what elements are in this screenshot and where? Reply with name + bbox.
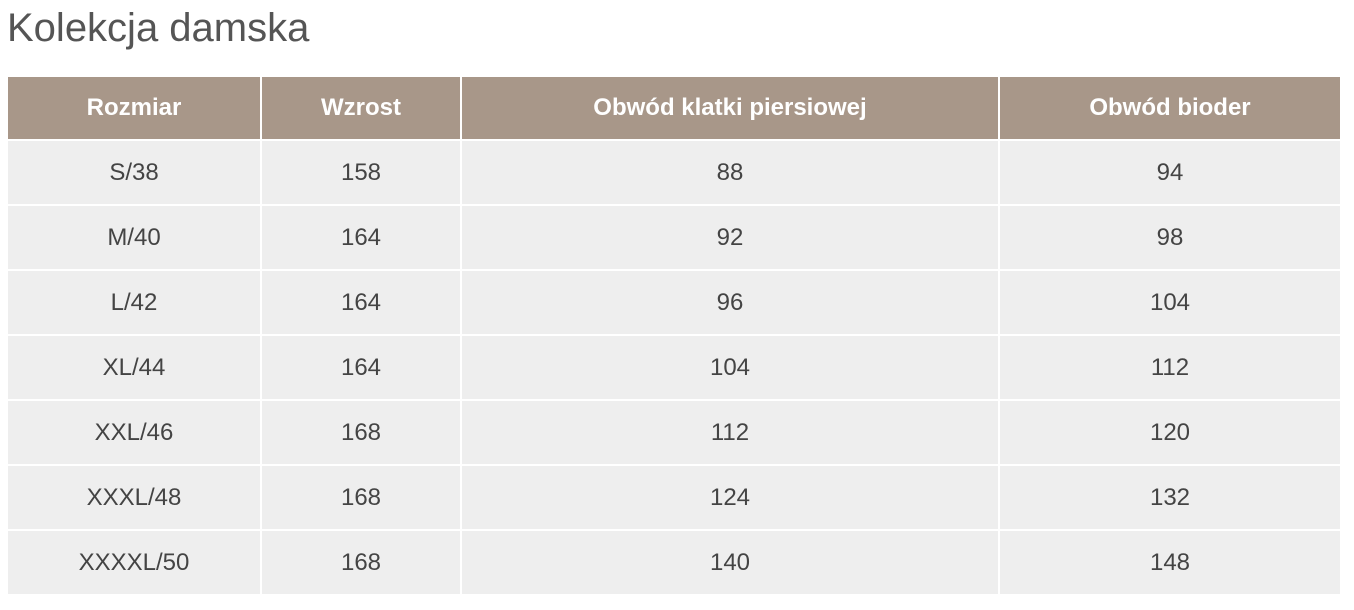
size-table: Rozmiar Wzrost Obwód klatki piersiowej O… <box>6 75 1342 596</box>
table-cell: XXXXL/50 <box>6 529 262 596</box>
header-cell: Rozmiar <box>6 75 262 141</box>
table-cell: 140 <box>460 529 1000 596</box>
table-row: XXXL/48 168 124 132 <box>6 464 1342 531</box>
table-cell: 88 <box>460 139 1000 206</box>
table-cell: 124 <box>460 464 1000 531</box>
table-cell: XXXL/48 <box>6 464 262 531</box>
table-cell: L/42 <box>6 269 262 336</box>
table-row: XXXXL/50 168 140 148 <box>6 529 1342 596</box>
table-cell: 148 <box>998 529 1342 596</box>
table-row: S/38 158 88 94 <box>6 139 1342 206</box>
table-cell: 98 <box>998 204 1342 271</box>
table-cell: 104 <box>998 269 1342 336</box>
table-cell: 112 <box>460 399 1000 466</box>
table-cell: 158 <box>260 139 462 206</box>
header-cell: Wzrost <box>260 75 462 141</box>
table-cell: 104 <box>460 334 1000 401</box>
header-cell: Obwód bioder <box>998 75 1342 141</box>
table-cell: 164 <box>260 334 462 401</box>
table-row: M/40 164 92 98 <box>6 204 1342 271</box>
table-cell: 120 <box>998 399 1342 466</box>
header-row: Rozmiar Wzrost Obwód klatki piersiowej O… <box>6 75 1342 141</box>
table-cell: S/38 <box>6 139 262 206</box>
page-title: Kolekcja damska <box>7 6 310 50</box>
table-cell: 96 <box>460 269 1000 336</box>
table-row: XXL/46 168 112 120 <box>6 399 1342 466</box>
table-row: XL/44 164 104 112 <box>6 334 1342 401</box>
table-cell: 168 <box>260 399 462 466</box>
table-cell: 168 <box>260 464 462 531</box>
table-cell: 168 <box>260 529 462 596</box>
table-cell: 132 <box>998 464 1342 531</box>
table-cell: M/40 <box>6 204 262 271</box>
table-cell: XL/44 <box>6 334 262 401</box>
table-cell: 164 <box>260 204 462 271</box>
table-cell: 92 <box>460 204 1000 271</box>
table-cell: 164 <box>260 269 462 336</box>
header-cell: Obwód klatki piersiowej <box>460 75 1000 141</box>
table-row: L/42 164 96 104 <box>6 269 1342 336</box>
table-cell: 94 <box>998 139 1342 206</box>
table-cell: XXL/46 <box>6 399 262 466</box>
table-cell: 112 <box>998 334 1342 401</box>
